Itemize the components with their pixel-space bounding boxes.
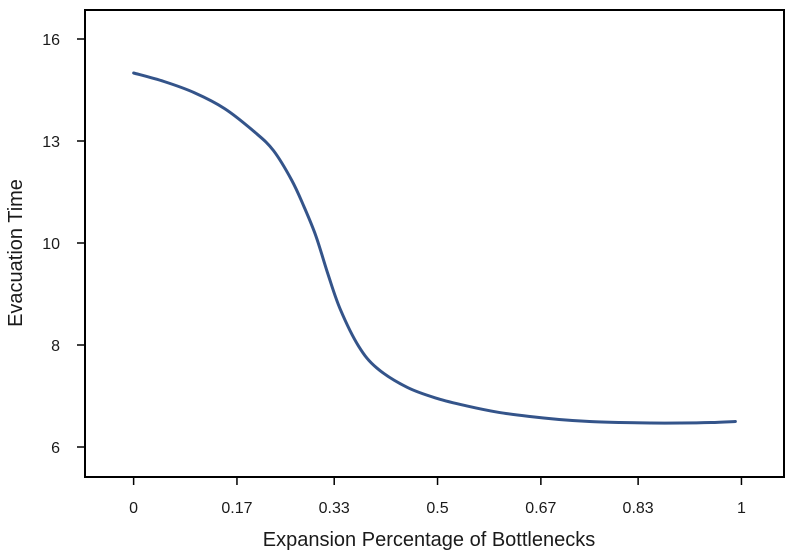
y-tick-label: 16 xyxy=(42,32,60,49)
x-tick-label: 0.67 xyxy=(525,500,556,517)
x-axis-ticks: 0 0.17 0.33 0.5 0.67 0.83 1 xyxy=(129,477,746,517)
evacuation-time-line xyxy=(132,71,737,425)
x-axis-title: Expansion Percentage of Bottlenecks xyxy=(263,529,595,551)
y-tick-label: 13 xyxy=(42,134,60,151)
x-tick-label: 0.83 xyxy=(623,500,654,517)
y-tick-label: 6 xyxy=(51,440,60,457)
y-axis-title: Evacuation Time xyxy=(5,179,27,327)
y-axis-ticks: 6 8 10 13 16 xyxy=(42,32,85,457)
plot-frame xyxy=(84,9,785,478)
series-layer xyxy=(132,71,737,425)
x-tick-label: 0.5 xyxy=(426,500,448,517)
x-tick-label: 0.33 xyxy=(319,500,350,517)
x-tick-label: 1 xyxy=(737,500,746,517)
x-tick-label: 0 xyxy=(129,500,138,517)
y-tick-label: 10 xyxy=(42,236,60,253)
y-tick-label: 8 xyxy=(51,338,60,355)
x-tick-label: 0.17 xyxy=(221,500,252,517)
